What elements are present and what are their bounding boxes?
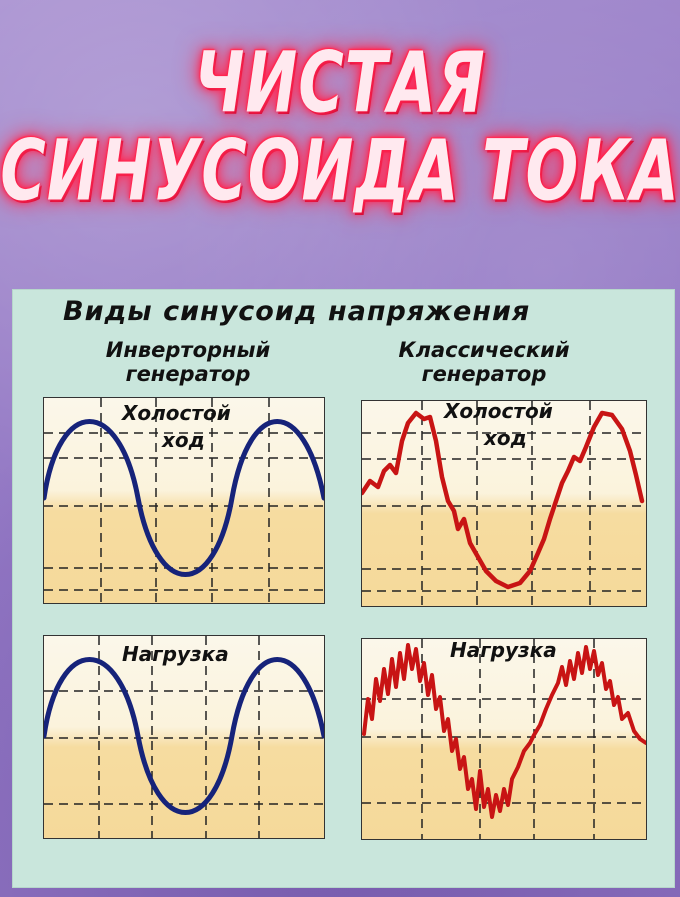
grid-lines <box>362 401 646 606</box>
idle-label-line-1: Холостой <box>122 401 231 425</box>
grid-lines <box>44 636 324 838</box>
headline-line-1: ЧИСТАЯ <box>194 33 486 132</box>
load-label: Нагрузка <box>450 638 557 662</box>
inverter-idle-sine-wave <box>44 419 324 577</box>
classic-load-distorted-wave <box>362 643 646 819</box>
classic-idle-distorted-wave <box>362 410 645 590</box>
panel-title: Виды синусоид напряжения <box>63 296 531 327</box>
headline-line-2: СИНУСОИДА ТОКА <box>0 121 680 220</box>
idle-label-line-2: ход <box>162 428 205 452</box>
classic-generator-label: Классический генератор <box>369 338 599 386</box>
inverter-idle-oscillogram: Холостой ход <box>43 397 325 604</box>
idle-label-line-2: ход <box>484 426 527 450</box>
inverter-label-line-1: Инверторный <box>105 338 271 362</box>
classic-label-line-1: Классический <box>398 338 570 362</box>
inverter-generator-label: Инверторный генератор <box>73 338 303 386</box>
inverter-load-oscillogram: Нагрузка <box>43 635 325 839</box>
classic-load-plot <box>362 639 646 839</box>
inverter-load-sine-wave <box>44 657 324 815</box>
idle-label-line-1: Холостой <box>444 399 553 423</box>
inverter-load-plot <box>44 636 324 838</box>
inverter-idle-plot <box>44 398 324 603</box>
classic-idle-oscillogram: Холостой ход <box>361 399 647 607</box>
inverter-label-line-2: генератор <box>125 362 251 386</box>
grid-lines <box>44 398 324 603</box>
classic-load-oscillogram: Нагрузка <box>361 638 647 840</box>
load-label: Нагрузка <box>122 642 229 666</box>
classic-idle-plot <box>362 401 646 606</box>
waveforms-panel: Виды синусоид напряжения Инверторный ген… <box>12 289 675 888</box>
classic-label-line-2: генератор <box>421 362 547 386</box>
